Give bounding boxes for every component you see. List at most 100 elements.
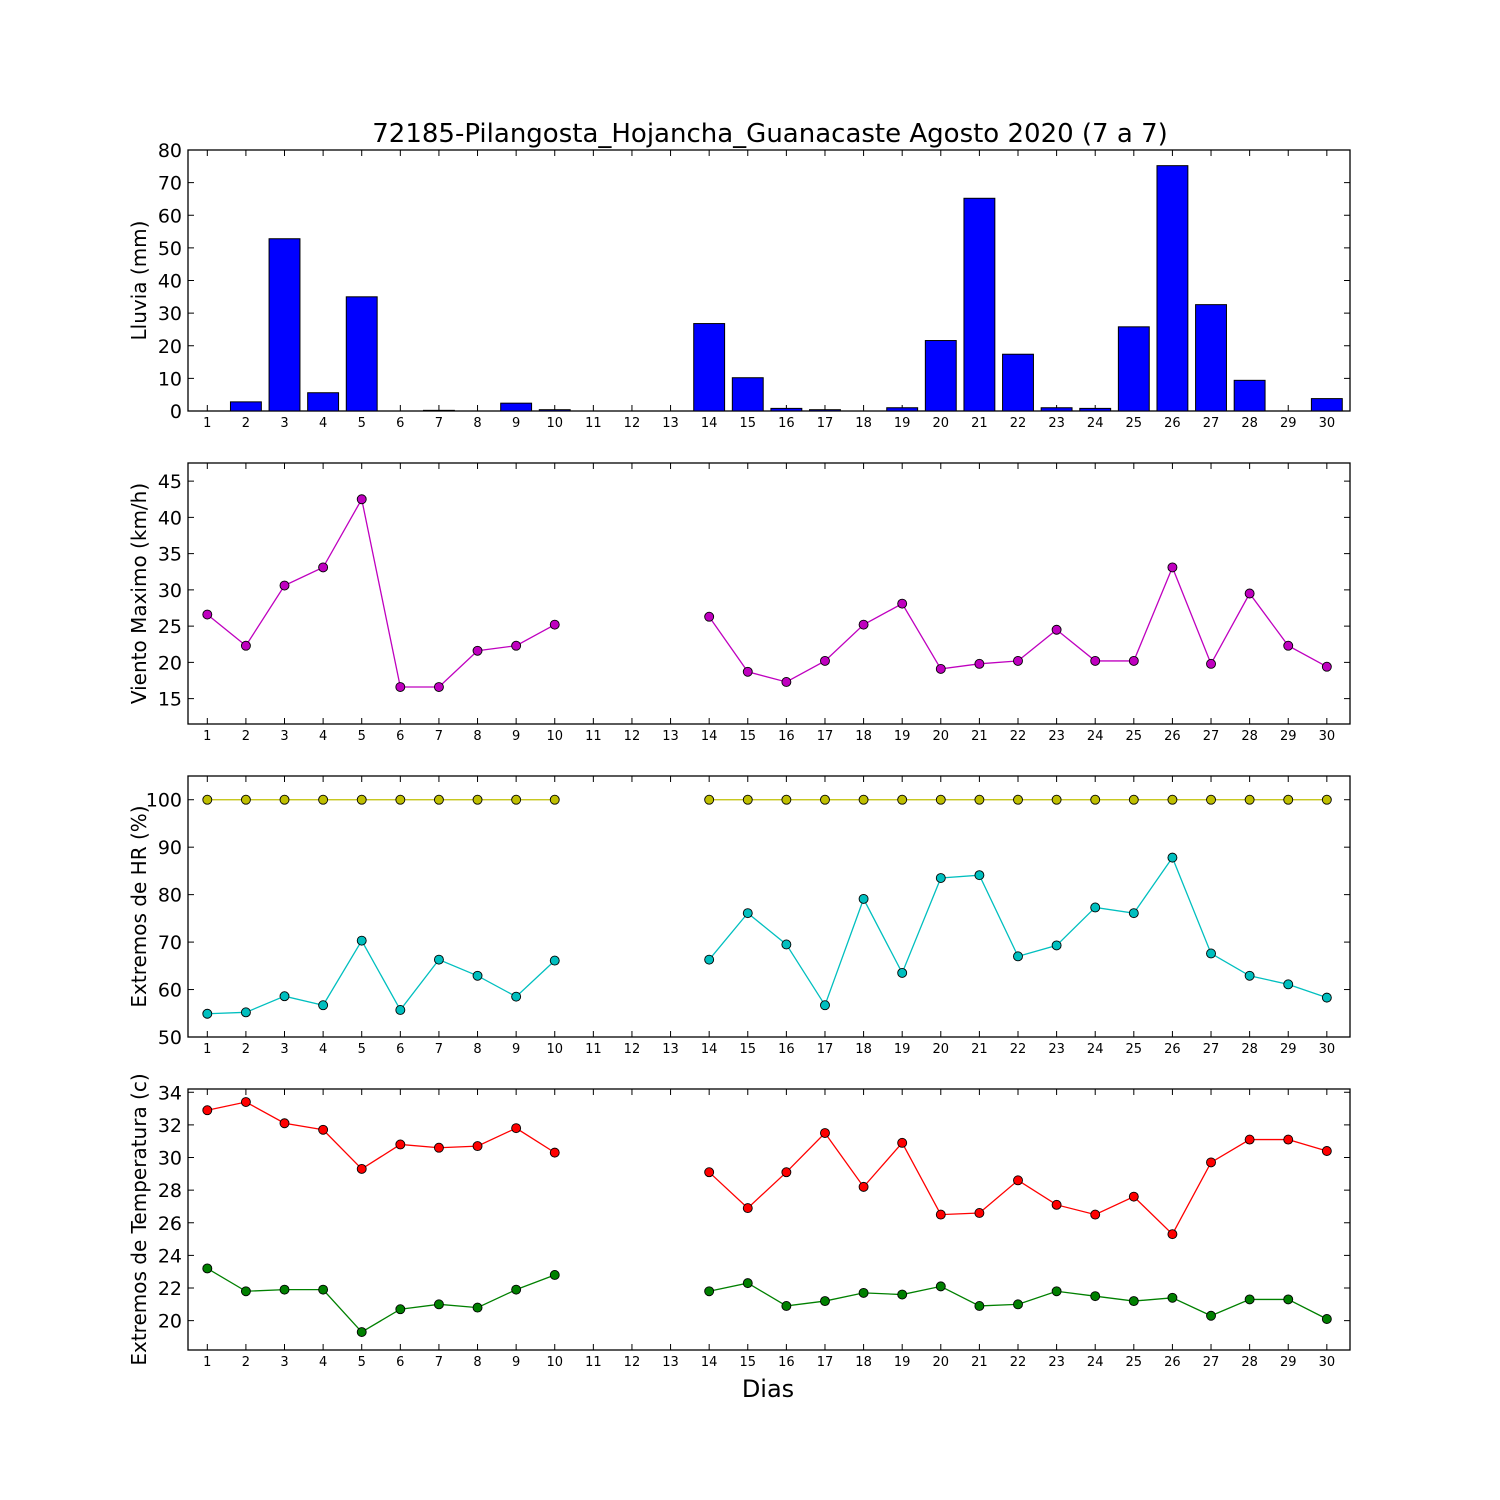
y-tick-label: 30	[158, 1148, 182, 1170]
series-point-2	[1051, 940, 1062, 951]
series-point-1	[511, 1123, 522, 1134]
series-point-2	[433, 954, 444, 965]
x-tick-label: 1	[203, 416, 211, 431]
series-point-1	[1244, 794, 1255, 805]
x-tick-label: 8	[473, 416, 481, 431]
x-tick-label: 27	[1203, 416, 1220, 431]
x-tick-label: 10	[546, 416, 563, 431]
rain-bar	[538, 409, 571, 412]
series-point-1	[742, 794, 753, 805]
series-point-2	[858, 893, 869, 904]
x-tick-label: 2	[242, 1355, 250, 1370]
series-point-1	[202, 609, 213, 620]
rain-bar	[229, 401, 262, 412]
plot-frame	[187, 462, 1351, 725]
y-tick-label: 22	[158, 1278, 182, 1300]
x-tick-label: 2	[242, 1042, 250, 1057]
series-point-1	[1128, 794, 1139, 805]
series-point-2	[820, 1000, 830, 1011]
series-point-1	[202, 794, 213, 805]
series-point-1	[1013, 655, 1023, 666]
series-point-2	[1206, 1310, 1216, 1321]
series-point-2	[974, 870, 985, 881]
x-tick-label: 5	[358, 416, 366, 431]
rain-bar	[693, 323, 726, 412]
x-tick-label: 30	[1319, 729, 1336, 744]
series-point-1	[897, 1137, 908, 1148]
x-tick-label: 19	[894, 1355, 911, 1370]
series-point-1	[1167, 1229, 1178, 1240]
x-tick-label: 27	[1203, 729, 1220, 744]
rain-bar	[1233, 379, 1266, 412]
x-tick-label: 26	[1164, 1042, 1181, 1057]
series-point-2	[1167, 852, 1178, 863]
x-tick-label: 7	[435, 1355, 443, 1370]
series-point-2	[1244, 1294, 1255, 1305]
series-point-2	[511, 1284, 522, 1295]
series-point-1	[974, 658, 985, 669]
x-tick-label: 1	[203, 729, 211, 744]
y-tick-label: 30	[158, 303, 182, 325]
x-tick-label: 28	[1241, 729, 1258, 744]
series-point-2	[1128, 1296, 1139, 1307]
x-tick-label: 9	[512, 1042, 520, 1057]
series-point-2	[472, 1302, 483, 1313]
x-tick-label: 15	[739, 1042, 756, 1057]
series-point-2	[1244, 970, 1255, 981]
series-point-1	[1244, 588, 1255, 599]
y-tick-label: 10	[158, 368, 182, 390]
x-tick-label: 25	[1126, 416, 1143, 431]
series-point-1	[1321, 794, 1332, 805]
series-point-1	[820, 655, 830, 666]
x-tick-label: 17	[817, 1355, 834, 1370]
series-point-1	[279, 580, 290, 591]
x-tick-label: 11	[585, 1355, 602, 1370]
x-tick-label: 11	[585, 416, 602, 431]
y-tick-label: 70	[158, 173, 182, 195]
series-point-2	[433, 1299, 444, 1310]
x-tick-label: 12	[624, 1355, 641, 1370]
x-tick-label: 25	[1126, 1355, 1143, 1370]
series-point-1	[1128, 1191, 1139, 1202]
series-point-2	[318, 1284, 329, 1295]
series-point-1	[1283, 640, 1294, 651]
series-point-2	[820, 1296, 830, 1307]
x-tick-label: 25	[1126, 729, 1143, 744]
series-point-2	[356, 935, 367, 946]
x-tick-label: 3	[280, 729, 288, 744]
series-point-2	[202, 1008, 213, 1019]
plot-frame	[187, 775, 1351, 1038]
y-axis-label: Extremos de HR (%)	[127, 805, 151, 1007]
x-tick-label: 19	[894, 729, 911, 744]
series-point-1	[1013, 794, 1023, 805]
x-tick-label: 23	[1048, 416, 1065, 431]
y-tick-label: 100	[146, 790, 182, 812]
x-tick-label: 27	[1203, 1042, 1220, 1057]
y-tick-label: 40	[158, 507, 182, 529]
series-point-1	[1128, 655, 1139, 666]
rain-bar	[809, 409, 841, 412]
x-tick-label: 29	[1280, 729, 1297, 744]
x-tick-label: 15	[739, 1355, 756, 1370]
series-point-1	[820, 794, 830, 805]
chart-title: 72185-Pilangosta_Hojancha_Guanacaste Ago…	[372, 119, 1168, 149]
x-tick-label: 22	[1010, 1042, 1027, 1057]
y-tick-label: 45	[158, 471, 182, 493]
x-tick-label: 6	[396, 1355, 404, 1370]
x-tick-label: 15	[739, 416, 756, 431]
series-point-2	[549, 955, 560, 966]
series-point-2	[395, 1005, 406, 1015]
x-tick-label: 13	[662, 416, 679, 431]
y-tick-label: 25	[158, 616, 182, 638]
x-tick-label: 13	[662, 1042, 679, 1057]
x-tick-label: 26	[1164, 1355, 1181, 1370]
series-point-1	[433, 682, 444, 692]
x-tick-label: 18	[855, 416, 872, 431]
series-point-1	[820, 1128, 830, 1138]
x-tick-label: 1	[203, 1042, 211, 1057]
series-point-1	[935, 794, 946, 805]
y-tick-label: 70	[158, 932, 182, 954]
series-point-2	[704, 1286, 715, 1297]
rain-bar	[1040, 407, 1073, 412]
x-tick-label: 12	[624, 1042, 641, 1057]
